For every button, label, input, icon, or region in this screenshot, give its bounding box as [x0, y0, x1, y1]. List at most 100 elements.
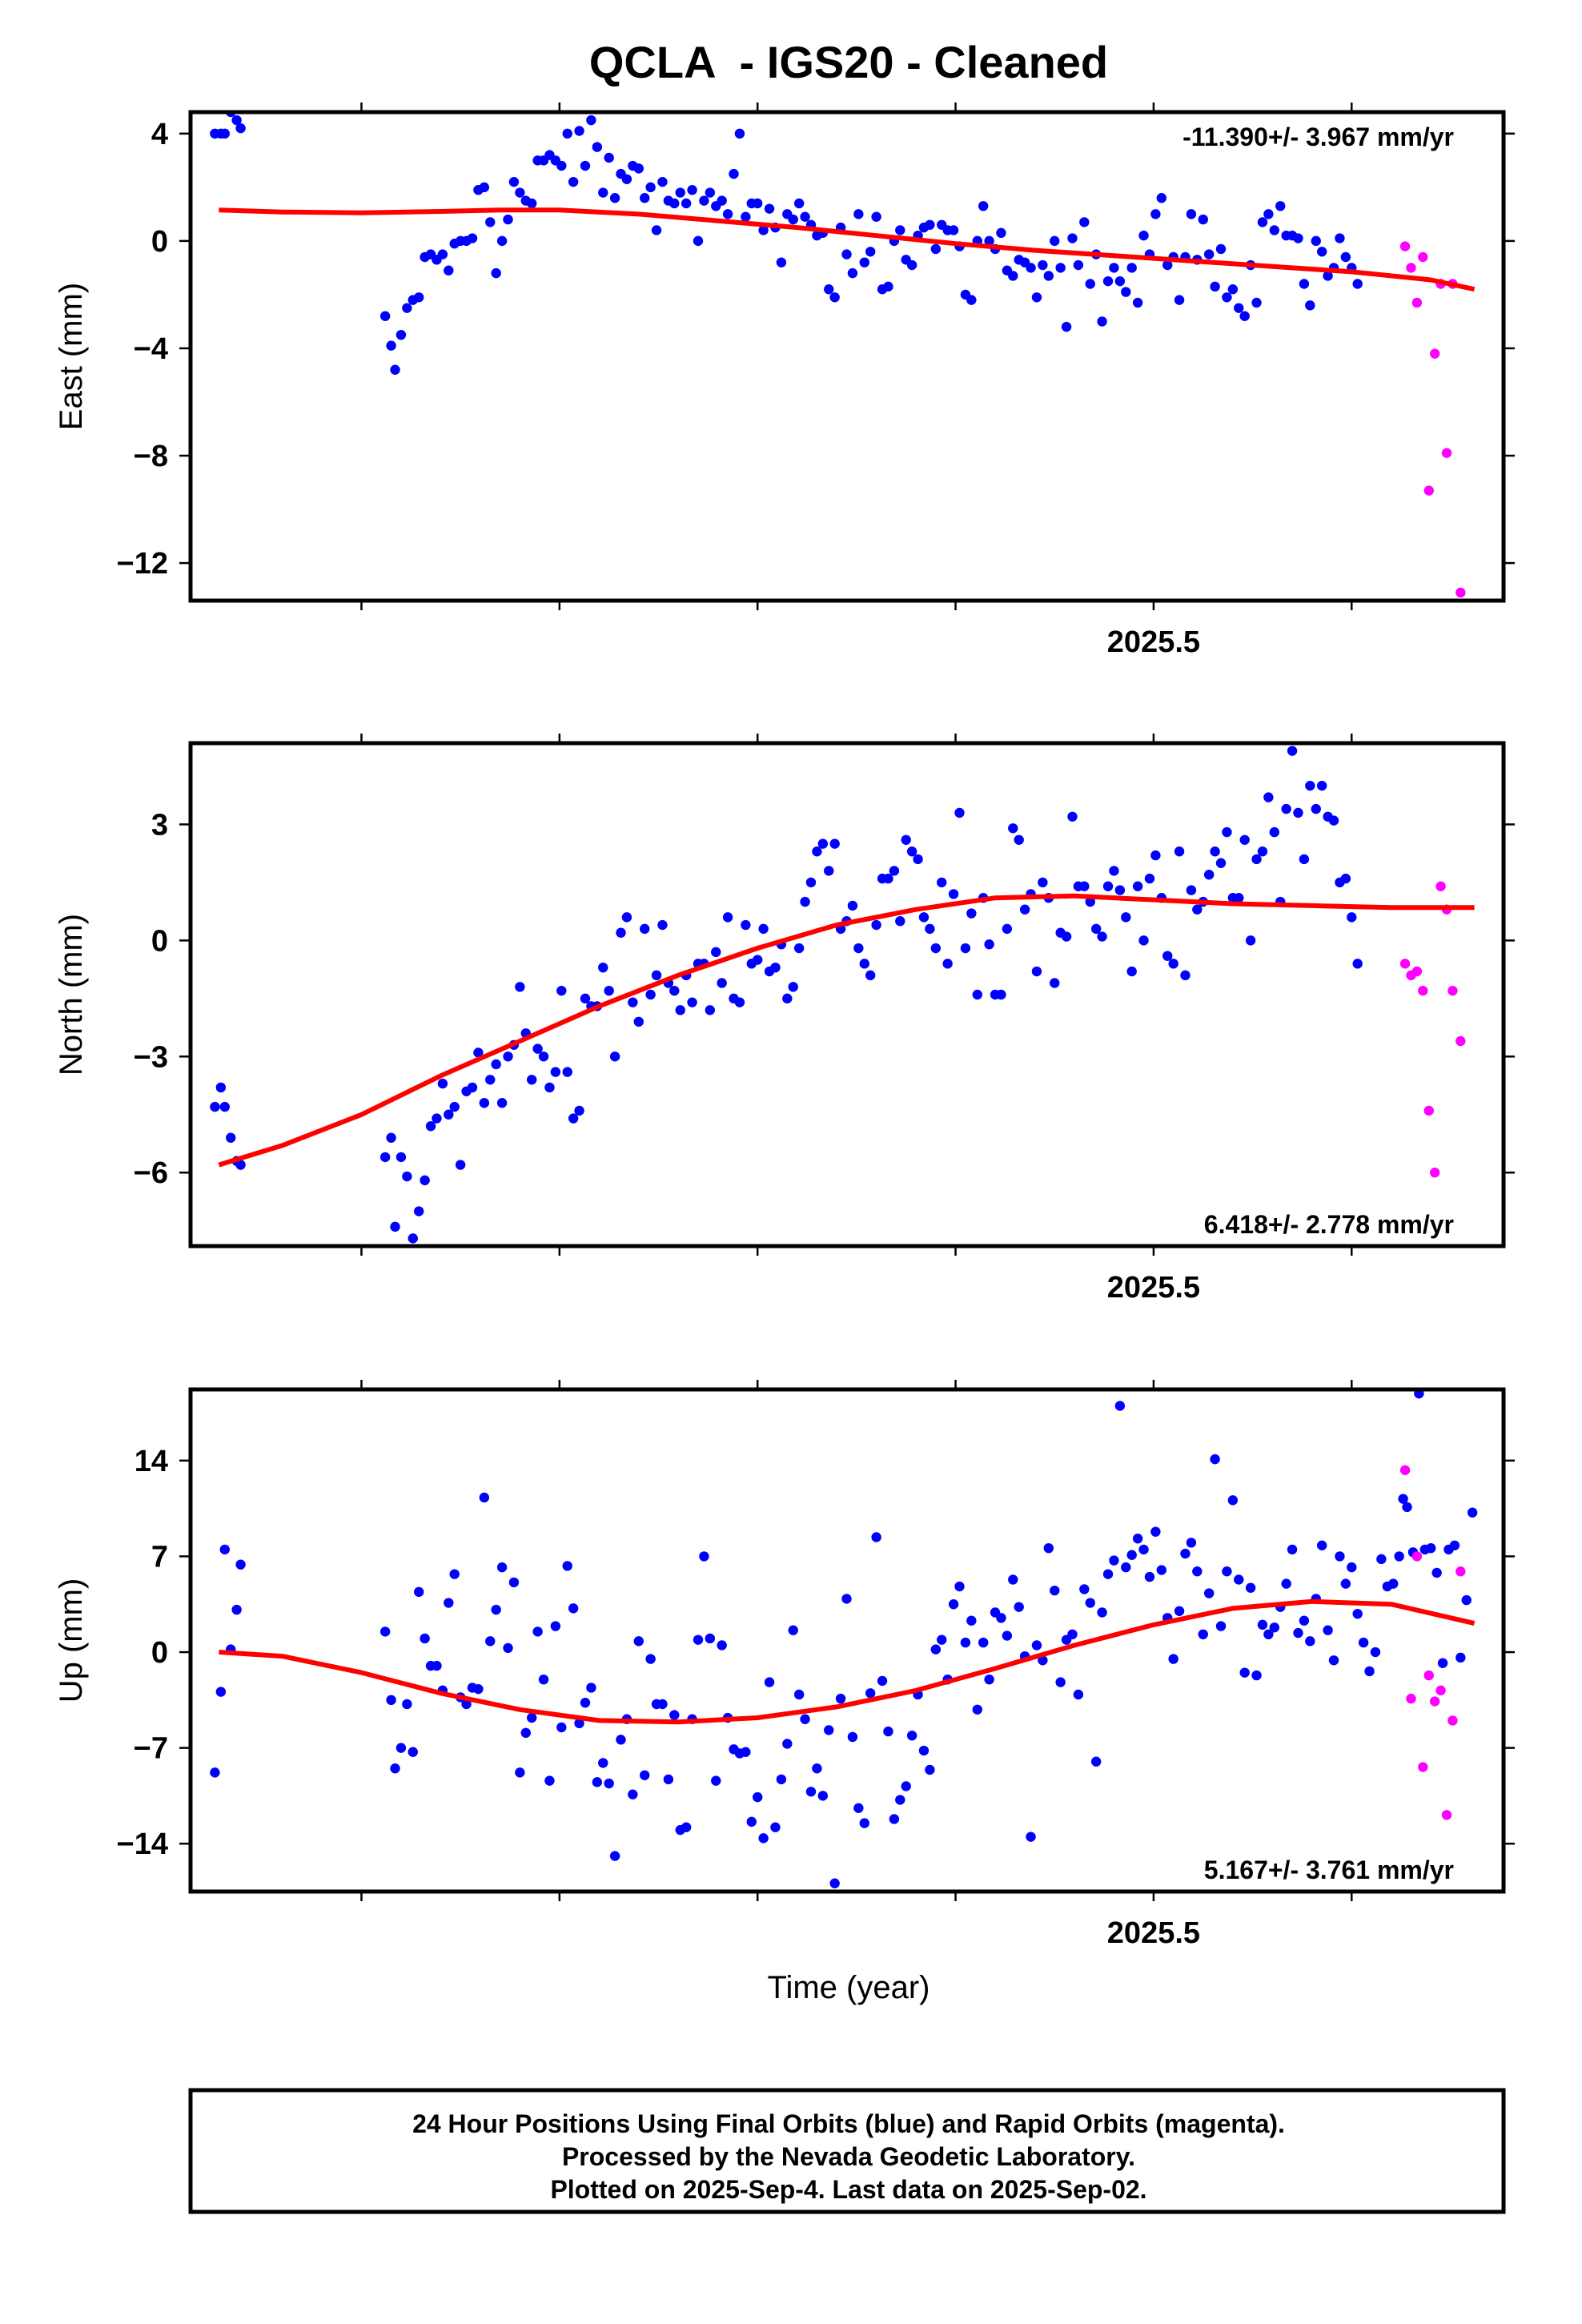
final-orbit-point: [1150, 850, 1161, 861]
final-orbit-point: [1050, 1585, 1060, 1596]
final-orbit-point: [847, 900, 858, 911]
final-orbit-point: [1121, 912, 1131, 923]
final-orbit-point: [954, 1581, 965, 1592]
final-orbit-point: [800, 211, 810, 222]
final-orbit-point: [390, 1763, 400, 1774]
final-orbit-point: [722, 912, 733, 923]
final-orbit-point: [580, 1698, 591, 1708]
final-orbit-point: [485, 1075, 496, 1085]
final-orbit-point: [235, 1160, 246, 1170]
final-orbit-point: [693, 1634, 704, 1645]
final-orbit-point: [942, 959, 953, 969]
model-fit-line: [218, 893, 1475, 1168]
y-axis-label: Up (mm): [54, 1578, 89, 1703]
figure-title: QCLA - IGS20 - Cleaned: [589, 37, 1108, 87]
final-orbit-point: [741, 211, 751, 222]
final-orbit-point: [1203, 1588, 1215, 1598]
final-orbit-point: [829, 1878, 840, 1888]
final-orbit-point: [752, 198, 763, 209]
final-orbit-point: [485, 217, 496, 227]
final-orbit-point: [937, 1634, 947, 1645]
final-orbit-point: [764, 1677, 775, 1687]
final-orbit-point: [1008, 1574, 1018, 1585]
final-orbit-point: [544, 1082, 555, 1093]
final-orbit-point: [639, 1770, 650, 1780]
final-orbit-point: [414, 1586, 424, 1598]
final-orbit-point: [699, 1551, 709, 1562]
final-orbit-point: [1347, 1562, 1357, 1573]
velocity-label: 6.418+/- 2.778 mm/yr: [1204, 1210, 1454, 1239]
final-orbit-point: [508, 176, 520, 187]
rapid-orbit-point: [1399, 1465, 1411, 1475]
final-orbit-point: [473, 1047, 484, 1058]
final-orbit-point: [386, 340, 396, 351]
final-orbit-point: [764, 203, 775, 214]
final-orbit-point: [1144, 873, 1155, 884]
north-panel: 3 0 −3 −6 2025.5 North (mm) 6.418+/- 2.778 mm/…: [54, 734, 1515, 1305]
final-orbit-point: [853, 943, 864, 954]
final-orbit-point: [1031, 966, 1042, 977]
final-orbit-point: [390, 364, 400, 375]
final-orbit-point: [379, 1152, 391, 1163]
final-orbit-point: [776, 257, 787, 267]
final-orbit-point: [847, 267, 858, 279]
y-tick-label: −12: [117, 547, 168, 581]
final-orbit-point: [711, 947, 721, 958]
final-orbit-point: [1186, 209, 1197, 219]
final-orbit-point: [1305, 1636, 1315, 1647]
final-orbit-point: [609, 193, 620, 203]
final-orbit-point: [824, 1725, 834, 1735]
final-orbit-point: [788, 1625, 798, 1635]
y-axis-label: North (mm): [54, 914, 89, 1076]
final-orbit-point: [793, 198, 805, 209]
model-fit-line: [219, 207, 1476, 292]
final-orbit-point: [1043, 1542, 1054, 1554]
final-orbit-point: [1156, 1565, 1167, 1575]
final-orbit-point: [1311, 235, 1321, 247]
final-orbit-point: [805, 877, 817, 888]
final-orbit-point: [215, 1687, 227, 1697]
final-orbit-point: [770, 962, 781, 973]
final-orbit-point: [734, 128, 745, 139]
final-orbit-point: [538, 1674, 549, 1685]
final-orbit-point: [1079, 1584, 1090, 1594]
final-orbit-point: [532, 1626, 543, 1637]
final-orbit-point: [901, 1781, 911, 1791]
final-orbit-point: [805, 1787, 817, 1797]
final-orbit-point: [1138, 935, 1149, 946]
final-orbit-point: [598, 187, 608, 198]
rapid-orbit-point: [1411, 1551, 1423, 1562]
final-orbit-point: [1203, 870, 1215, 880]
final-orbit-point: [918, 1745, 930, 1756]
final-orbit-point: [562, 128, 572, 139]
final-orbit-point: [520, 1727, 531, 1739]
final-orbit-point: [444, 1598, 454, 1608]
final-orbit-point: [1109, 866, 1119, 876]
final-orbit-point: [906, 846, 917, 857]
final-orbit-point: [592, 1777, 603, 1787]
final-orbit-point: [829, 292, 840, 303]
final-orbit-point: [1043, 271, 1054, 281]
rapid-orbit-point: [1399, 241, 1411, 251]
final-orbit-point: [396, 329, 407, 340]
final-orbit-point: [758, 225, 769, 235]
final-orbit-point: [788, 982, 798, 992]
final-orbit-point: [1251, 297, 1262, 308]
final-orbit-point: [1002, 1630, 1013, 1641]
final-orbit-point: [1079, 217, 1090, 227]
final-orbit-point: [527, 1075, 537, 1085]
final-orbit-point: [1019, 904, 1030, 915]
y-axis-label: East (mm): [54, 283, 89, 430]
model-fit-line: [219, 1598, 1476, 1725]
final-orbit-point: [437, 249, 448, 259]
final-orbit-point: [1293, 1627, 1303, 1638]
final-orbit-point: [699, 195, 709, 206]
final-orbit-point: [574, 1718, 584, 1729]
final-orbit-point: [496, 235, 508, 247]
final-orbit-point: [717, 978, 727, 988]
final-orbit-point: [556, 1722, 567, 1733]
final-orbit-point: [1335, 233, 1345, 243]
rapid-orbit-point: [1456, 587, 1466, 598]
final-orbit-point: [925, 923, 935, 935]
